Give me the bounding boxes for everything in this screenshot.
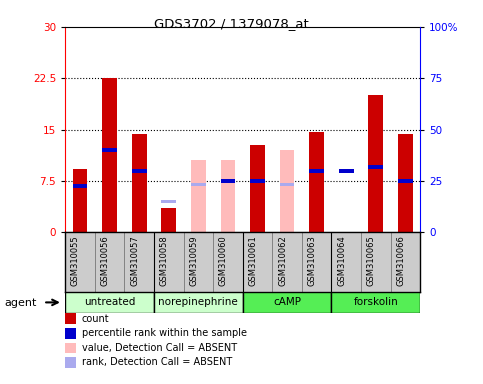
- Text: GSM310061: GSM310061: [248, 235, 257, 286]
- Bar: [102, 78, 117, 232]
- Bar: [250, 179, 265, 183]
- Bar: [398, 134, 413, 232]
- Text: GSM310065: GSM310065: [367, 235, 376, 286]
- Bar: [161, 209, 176, 232]
- Bar: [72, 169, 87, 232]
- Text: untreated: untreated: [84, 297, 135, 308]
- Bar: [65, 292, 154, 313]
- Text: rank, Detection Call = ABSENT: rank, Detection Call = ABSENT: [82, 358, 232, 367]
- Text: GSM310066: GSM310066: [397, 235, 405, 286]
- Bar: [72, 184, 87, 188]
- Bar: [369, 95, 383, 232]
- Text: GSM310059: GSM310059: [189, 235, 199, 286]
- Text: norepinephrine: norepinephrine: [158, 297, 238, 308]
- Bar: [250, 145, 265, 232]
- Text: GSM310058: GSM310058: [160, 235, 169, 286]
- Bar: [398, 179, 413, 183]
- Text: GSM310062: GSM310062: [278, 235, 287, 286]
- Bar: [221, 179, 235, 183]
- Text: value, Detection Call = ABSENT: value, Detection Call = ABSENT: [82, 343, 237, 353]
- Bar: [154, 292, 243, 313]
- Text: GSM310057: GSM310057: [130, 235, 139, 286]
- Text: count: count: [82, 314, 109, 324]
- Bar: [191, 182, 206, 186]
- Bar: [369, 166, 383, 169]
- Text: cAMP: cAMP: [273, 297, 301, 308]
- Bar: [132, 169, 146, 172]
- Bar: [242, 292, 331, 313]
- Bar: [309, 169, 324, 172]
- Text: GSM310055: GSM310055: [71, 235, 80, 286]
- Text: agent: agent: [5, 298, 37, 308]
- Text: GSM310064: GSM310064: [337, 235, 346, 286]
- Bar: [339, 169, 354, 172]
- Text: percentile rank within the sample: percentile rank within the sample: [82, 328, 247, 338]
- Text: GDS3702 / 1379078_at: GDS3702 / 1379078_at: [155, 17, 309, 30]
- Bar: [161, 200, 176, 204]
- Bar: [191, 161, 206, 232]
- Bar: [309, 132, 324, 232]
- Bar: [280, 182, 295, 186]
- Bar: [221, 161, 235, 232]
- Bar: [102, 148, 117, 152]
- Text: GSM310056: GSM310056: [100, 235, 110, 286]
- Bar: [331, 292, 420, 313]
- Text: GSM310063: GSM310063: [308, 235, 317, 286]
- Bar: [280, 150, 295, 232]
- Text: forskolin: forskolin: [354, 297, 398, 308]
- Bar: [132, 134, 146, 232]
- Text: GSM310060: GSM310060: [219, 235, 228, 286]
